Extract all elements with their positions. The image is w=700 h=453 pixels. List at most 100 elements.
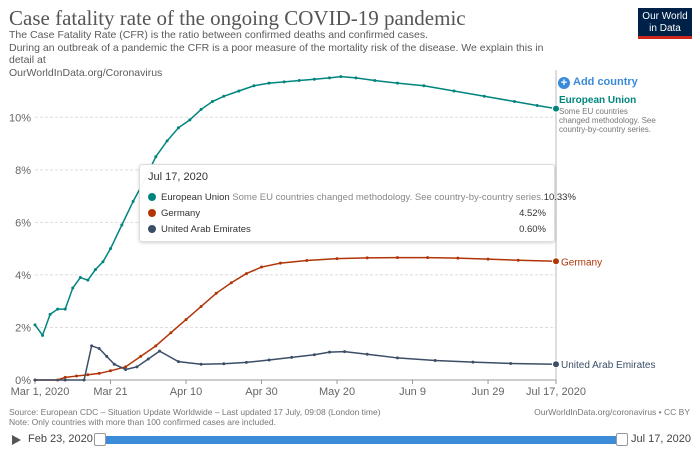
timeline-track[interactable] xyxy=(100,436,622,444)
logo-line-2: in Data xyxy=(649,23,681,34)
y-tick-label: 8% xyxy=(15,165,31,177)
tooltip-value-uae: 0.60% xyxy=(519,223,546,235)
data-point xyxy=(86,373,90,377)
data-point xyxy=(109,247,113,251)
data-point xyxy=(237,89,241,93)
y-tick-label: 0% xyxy=(15,375,31,387)
data-point xyxy=(365,352,369,356)
data-point xyxy=(354,76,358,80)
tooltip: Jul 17, 2020 European Union Some EU coun… xyxy=(139,164,576,242)
data-point xyxy=(63,307,67,311)
data-point xyxy=(229,281,233,285)
series-label-uae: United Arab Emirates xyxy=(561,360,656,371)
data-point xyxy=(101,260,105,264)
data-point xyxy=(305,258,309,262)
x-tick-label: May 20 xyxy=(319,386,355,398)
x-tick-label: Jun 29 xyxy=(472,386,505,398)
owid-logo[interactable]: Our World in Data xyxy=(638,8,692,39)
data-point xyxy=(120,223,124,227)
footer-link[interactable]: OurWorldInData.org/coronavirus • CC BY xyxy=(534,407,690,417)
data-point xyxy=(509,361,513,365)
data-point xyxy=(131,199,135,203)
data-point xyxy=(260,265,264,269)
data-point xyxy=(267,81,271,85)
data-point xyxy=(214,291,218,295)
data-point xyxy=(93,268,97,272)
data-point xyxy=(97,371,101,375)
data-point xyxy=(169,331,173,335)
data-point xyxy=(290,355,294,359)
data-point xyxy=(222,94,226,98)
data-point xyxy=(244,360,248,364)
data-point xyxy=(422,84,426,88)
data-point xyxy=(33,378,37,382)
chart-title: Case fatality rate of the ongoing COVID-… xyxy=(9,6,466,30)
data-point xyxy=(210,100,214,104)
data-point xyxy=(512,100,516,104)
data-point xyxy=(343,350,347,354)
series-label-eu-note: Some EU countries changed methodology. Se… xyxy=(559,107,656,134)
play-icon[interactable] xyxy=(12,435,21,445)
data-point xyxy=(78,276,82,280)
data-point xyxy=(482,94,486,98)
add-country-button[interactable]: + Add country xyxy=(558,76,638,89)
data-point xyxy=(535,103,539,107)
y-tick-label: 6% xyxy=(15,217,31,229)
plus-circle-icon: + xyxy=(558,77,570,89)
x-tick-label: Jun 9 xyxy=(399,386,426,398)
data-point xyxy=(244,272,248,276)
data-point xyxy=(267,358,271,362)
data-point xyxy=(176,360,180,364)
data-point xyxy=(433,359,437,363)
x-tick-label: Mar 21 xyxy=(93,386,127,398)
data-point xyxy=(339,75,343,79)
series-label-germany: Germany xyxy=(561,257,602,268)
data-point xyxy=(86,278,90,282)
data-point xyxy=(327,76,331,80)
series-label-eu: European Union xyxy=(559,95,636,106)
subtitle-line-3: OurWorldInData.org/Coronavirus xyxy=(9,66,163,79)
source-text[interactable]: Source: European CDC – Situation Update … xyxy=(9,407,381,417)
tooltip-date: Jul 17, 2020 xyxy=(148,171,208,183)
add-country-label: Add country xyxy=(573,76,638,88)
data-point xyxy=(184,318,188,322)
data-point xyxy=(282,80,286,84)
data-point xyxy=(335,257,339,261)
tooltip-dot-germany xyxy=(148,209,156,217)
tooltip-row-uae: United Arab Emirates 0.60% xyxy=(148,221,546,237)
data-point xyxy=(312,77,316,81)
data-point xyxy=(452,89,456,93)
tooltip-name-eu: European Union xyxy=(161,191,230,203)
data-point xyxy=(109,369,113,373)
data-point xyxy=(327,350,331,354)
tooltip-value-germany: 4.52% xyxy=(519,207,546,219)
data-point xyxy=(373,79,377,83)
data-point xyxy=(165,139,169,143)
data-point xyxy=(33,323,37,327)
tooltip-dot-uae xyxy=(148,225,156,233)
timeline-start-handle[interactable] xyxy=(94,433,106,446)
note-text: Note: Only countries with more than 100 … xyxy=(9,417,276,427)
timeline-end-date: Jul 17, 2020 xyxy=(631,433,691,445)
tooltip-name-germany: Germany xyxy=(161,207,201,219)
subtitle-line-2: During an outbreak of a pandemic the CFR… xyxy=(9,41,544,67)
data-point xyxy=(158,349,162,353)
data-point xyxy=(252,84,256,88)
data-point xyxy=(486,257,490,261)
data-point xyxy=(199,304,203,308)
data-point xyxy=(124,365,128,369)
tooltip-name-uae: United Arab Emirates xyxy=(161,223,251,235)
y-tick-label: 10% xyxy=(9,112,31,124)
data-point xyxy=(297,79,301,83)
data-point xyxy=(105,354,109,358)
data-point xyxy=(139,354,143,358)
data-point xyxy=(97,346,101,350)
timeline-start-date: Feb 23, 2020 xyxy=(28,433,93,445)
data-point xyxy=(75,374,79,378)
data-point xyxy=(395,81,399,85)
timeline-end-handle[interactable] xyxy=(616,433,628,446)
data-point xyxy=(63,378,67,382)
x-tick-label: Apr 10 xyxy=(170,386,202,398)
data-point xyxy=(199,362,203,366)
data-point xyxy=(426,256,430,260)
